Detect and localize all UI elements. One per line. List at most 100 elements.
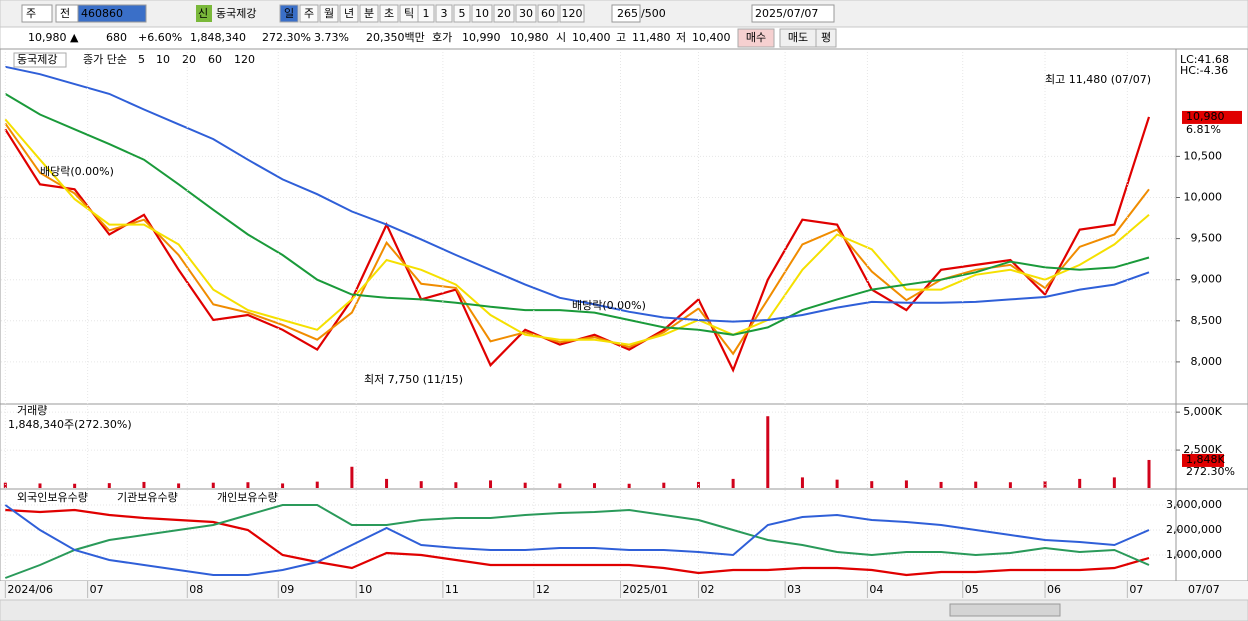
x-tick-label: 02 bbox=[700, 583, 714, 596]
period-label[interactable]: 월 bbox=[324, 7, 334, 20]
period-label[interactable]: 틱 bbox=[404, 7, 414, 20]
volume-bar bbox=[627, 483, 631, 488]
period-button[interactable] bbox=[319, 4, 339, 23]
period-button[interactable] bbox=[379, 4, 399, 23]
interval-button[interactable] bbox=[453, 4, 471, 23]
legend-item: 120 bbox=[234, 53, 255, 66]
y-tick-label: 1,000,000 bbox=[1166, 548, 1222, 561]
scroll-bar[interactable] bbox=[0, 599, 1248, 621]
current-price-box bbox=[1182, 110, 1242, 124]
x-tick-label: 2024/06 bbox=[7, 583, 53, 596]
period-button[interactable] bbox=[279, 4, 299, 23]
panel-title: 동국제강 bbox=[17, 53, 57, 66]
period-label[interactable]: 주 bbox=[304, 7, 314, 20]
order-button[interactable] bbox=[815, 28, 837, 48]
dropdown[interactable] bbox=[21, 4, 53, 23]
volume-bar bbox=[454, 482, 458, 488]
market-tag: 신 bbox=[198, 7, 208, 20]
interval-label[interactable]: 10 bbox=[475, 7, 489, 20]
quote-item: 1,848,340 bbox=[190, 31, 246, 44]
interval-label[interactable]: 30 bbox=[519, 7, 533, 20]
quote-item: 호가 bbox=[432, 31, 452, 44]
volume-bar bbox=[246, 482, 250, 488]
interval-button[interactable] bbox=[537, 4, 559, 23]
quote-item: 10,990 bbox=[462, 31, 501, 44]
legend-item: 10 bbox=[156, 53, 170, 66]
quote-item: 시 bbox=[556, 31, 566, 44]
interval-button[interactable] bbox=[417, 4, 435, 23]
current-volume: 1,848K bbox=[1186, 453, 1225, 466]
current-volume-pct: 272.30% bbox=[1186, 465, 1235, 478]
chart-frame bbox=[0, 48, 1248, 602]
order-label[interactable]: 평 bbox=[821, 31, 831, 44]
quote-item: 고 bbox=[616, 31, 626, 44]
dropdown-label[interactable]: 주 bbox=[26, 7, 36, 20]
panel-subtitle: 1,848,340주(272.30%) bbox=[8, 418, 132, 431]
legend-item: 5 bbox=[138, 53, 145, 66]
order-label[interactable]: 매수 bbox=[746, 31, 766, 44]
volume-bar bbox=[142, 481, 146, 488]
interval-button[interactable] bbox=[493, 4, 515, 23]
interval-button[interactable] bbox=[435, 4, 453, 23]
volume-bar bbox=[1078, 478, 1082, 488]
interval-label[interactable]: 20 bbox=[497, 7, 511, 20]
stock-name[interactable]: 동국제강 bbox=[216, 7, 256, 20]
order-button[interactable] bbox=[737, 28, 775, 48]
interval-label[interactable]: 5 bbox=[459, 7, 466, 20]
volume-bar bbox=[731, 478, 735, 488]
volume-bar bbox=[315, 481, 319, 488]
date[interactable]: 2025/07/07 bbox=[755, 7, 818, 20]
series-line bbox=[4, 93, 1150, 336]
period-button[interactable] bbox=[339, 4, 359, 23]
panel-title: 거래량 bbox=[17, 404, 47, 417]
legend-item: 개인보유수량 bbox=[217, 491, 278, 504]
interval-label[interactable]: 3 bbox=[441, 7, 448, 20]
interval-label[interactable]: 1 bbox=[423, 7, 430, 20]
y-tick-label: 10,000 bbox=[1184, 190, 1223, 203]
volume-bar bbox=[281, 483, 285, 488]
series-line bbox=[4, 504, 1150, 579]
volume-bar bbox=[38, 483, 42, 488]
period-label[interactable]: 분 bbox=[364, 7, 374, 20]
legend-item: 외국인보유수량 bbox=[17, 491, 88, 504]
period-label[interactable]: 년 bbox=[344, 7, 354, 20]
x-tick-label: 10 bbox=[358, 583, 372, 596]
y-tick-label: 9,000 bbox=[1191, 273, 1223, 286]
volume-bar bbox=[1008, 482, 1012, 488]
quote-item: 3.73% bbox=[314, 31, 349, 44]
quote-item: 10,980 bbox=[510, 31, 549, 44]
count-input[interactable] bbox=[611, 4, 641, 23]
code-text[interactable]: 460860 bbox=[81, 7, 123, 20]
scroll-thumb[interactable] bbox=[949, 603, 1061, 617]
series-line bbox=[5, 65, 1150, 323]
volume-bar bbox=[939, 481, 943, 488]
period-label[interactable]: 일 bbox=[284, 6, 294, 20]
interval-label[interactable]: 60 bbox=[541, 7, 555, 20]
interval-button[interactable] bbox=[559, 4, 585, 23]
interval-label[interactable]: 120 bbox=[562, 7, 583, 20]
interval-button[interactable] bbox=[515, 4, 537, 23]
volume-bar bbox=[385, 478, 389, 488]
quote-item: 11,480 bbox=[632, 31, 671, 44]
quote-item: 10,400 bbox=[572, 31, 611, 44]
market-tag-box bbox=[196, 5, 212, 22]
period-button[interactable] bbox=[359, 4, 379, 23]
x-tick-label: 11 bbox=[445, 583, 459, 596]
period-button[interactable] bbox=[299, 4, 319, 23]
order-label[interactable]: 매도 bbox=[788, 31, 808, 44]
volume-bar bbox=[766, 416, 770, 488]
series-line bbox=[5, 508, 1150, 577]
volume-bar bbox=[1112, 477, 1116, 488]
quote-item: 20,350백만 bbox=[366, 31, 425, 44]
count-max: /500 bbox=[641, 7, 666, 20]
count[interactable]: 265 bbox=[617, 7, 638, 20]
period-label[interactable]: 초 bbox=[384, 7, 394, 20]
quote-item: 저 bbox=[676, 31, 686, 44]
volume-bar bbox=[350, 466, 354, 488]
date-input[interactable] bbox=[751, 4, 835, 23]
dropdown-label[interactable]: 전 bbox=[60, 7, 70, 20]
interval-button[interactable] bbox=[471, 4, 493, 23]
y-tick-label: 8,500 bbox=[1191, 314, 1223, 327]
code-input[interactable] bbox=[77, 4, 147, 23]
